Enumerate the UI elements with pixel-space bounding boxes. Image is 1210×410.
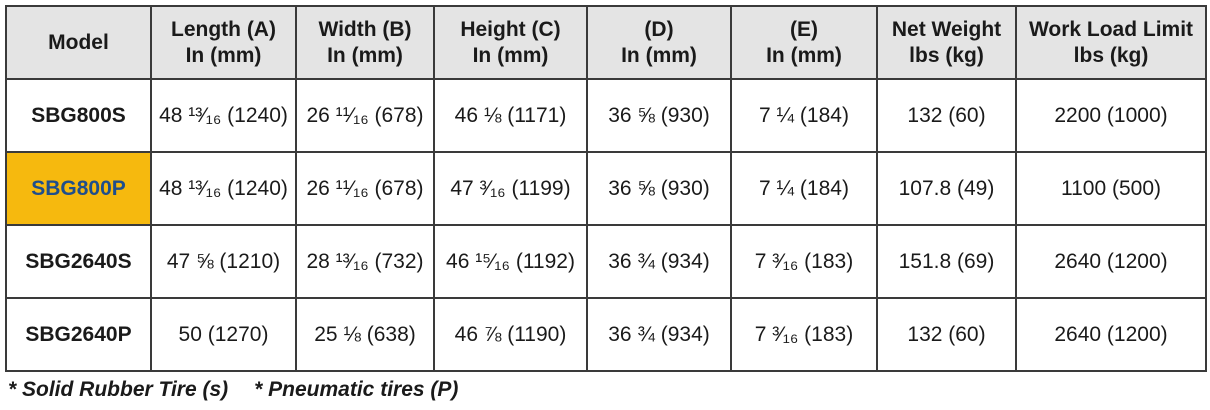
model-cell: SBG2640P bbox=[5, 297, 152, 372]
header-text: In (mm) bbox=[472, 43, 549, 67]
header-text: Width (B) bbox=[318, 17, 412, 41]
model-cell: SBG800P bbox=[5, 151, 152, 226]
spec-cell: 151.8 (69) bbox=[876, 224, 1017, 299]
footnote: * Pneumatic tires (P) bbox=[254, 378, 459, 401]
spec-cell: 132 (60) bbox=[876, 78, 1017, 153]
spec-cell: 2640 (1200) bbox=[1015, 224, 1207, 299]
spec-cell: 36 ¾ (934) bbox=[586, 224, 732, 299]
header-row: Model Length (A) In (mm) Width (B) In (mm) He… bbox=[5, 5, 1207, 80]
model-cell: SBG2640S bbox=[5, 224, 152, 299]
header-text: In (mm) bbox=[185, 43, 262, 67]
spec-cell: 48 ¹³⁄₁₆ (1240) bbox=[150, 151, 297, 226]
spec-cell: 47 ⅝ (1210) bbox=[150, 224, 297, 299]
spec-cell: 7 ³⁄₁₆ (183) bbox=[730, 224, 878, 299]
header-cell: Work Load Limit lbs (kg) bbox=[1015, 5, 1207, 80]
header-text: Model bbox=[48, 30, 109, 54]
table-row: SBG800S 48 ¹³⁄₁₆ (1240) 26 ¹¹⁄₁₆ (678) 46 ⅛… bbox=[5, 78, 1207, 153]
spec-cell: 2640 (1200) bbox=[1015, 297, 1207, 372]
spec-cell: 36 ⅝ (930) bbox=[586, 78, 732, 153]
spec-cell: 50 (1270) bbox=[150, 297, 297, 372]
header-text: (D) bbox=[644, 17, 674, 41]
header-cell: Length (A) In (mm) bbox=[150, 5, 297, 80]
header-text: In (mm) bbox=[621, 43, 697, 67]
header-cell: (D) In (mm) bbox=[586, 5, 732, 80]
header-text: (E) bbox=[790, 17, 818, 41]
spec-cell: 46 ⅞ (1190) bbox=[433, 297, 588, 372]
table-row: SBG800P 48 ¹³⁄₁₆ (1240) 26 ¹¹⁄₁₆ (678) 47 ³… bbox=[5, 151, 1207, 226]
spec-cell: 26 ¹¹⁄₁₆ (678) bbox=[295, 151, 435, 226]
spec-cell: 36 ⅝ (930) bbox=[586, 151, 732, 226]
table-body: SBG800S 48 ¹³⁄₁₆ (1240) 26 ¹¹⁄₁₆ (678) 46 ⅛… bbox=[5, 78, 1207, 372]
header-text: Length (A) bbox=[171, 17, 276, 41]
model-cell: SBG800S bbox=[5, 78, 152, 153]
header-text: Height (C) bbox=[460, 17, 561, 41]
header-text: In (mm) bbox=[327, 43, 403, 67]
spec-cell: 48 ¹³⁄₁₆ (1240) bbox=[150, 78, 297, 153]
spec-cell: 47 ³⁄₁₆ (1199) bbox=[433, 151, 588, 226]
footnote: * Solid Rubber Tire (s) bbox=[8, 378, 229, 401]
spec-cell: 28 ¹³⁄₁₆ (732) bbox=[295, 224, 435, 299]
header-text: lbs (kg) bbox=[909, 43, 984, 67]
header-cell: Width (B) In (mm) bbox=[295, 5, 435, 80]
header-text: Net Weight bbox=[891, 17, 1002, 41]
spec-cell: 132 (60) bbox=[876, 297, 1017, 372]
footnotes: * Solid Rubber Tire (s) * Pneumatic tires… bbox=[8, 378, 484, 402]
spec-cell: 107.8 (49) bbox=[876, 151, 1017, 226]
spec-cell: 7 ¼ (184) bbox=[730, 151, 878, 226]
spec-cell: 1100 (500) bbox=[1015, 151, 1207, 226]
header-text: Work Load Limit bbox=[1028, 17, 1194, 41]
spec-table: Model Length (A) In (mm) Width (B) In (mm) He… bbox=[5, 5, 1207, 372]
spec-cell: 2200 (1000) bbox=[1015, 78, 1207, 153]
spec-cell: 46 ⅛ (1171) bbox=[433, 78, 588, 153]
spec-cell: 25 ⅛ (638) bbox=[295, 297, 435, 372]
spec-cell: 26 ¹¹⁄₁₆ (678) bbox=[295, 78, 435, 153]
table-row: SBG2640S 47 ⅝ (1210) 28 ¹³⁄₁₆ (732) 46 ¹⁵⁄₁… bbox=[5, 224, 1207, 299]
table-row: SBG2640P 50 (1270) 25 ⅛ (638) 46 ⅞ (1190) 36… bbox=[5, 297, 1207, 372]
spec-cell: 7 ³⁄₁₆ (183) bbox=[730, 297, 878, 372]
spec-cell: 46 ¹⁵⁄₁₆ (1192) bbox=[433, 224, 588, 299]
header-cell: Model bbox=[5, 5, 152, 80]
header-text: lbs (kg) bbox=[1073, 43, 1149, 67]
header-text: In (mm) bbox=[766, 43, 842, 67]
spec-cell: 36 ¾ (934) bbox=[586, 297, 732, 372]
header-cell: Height (C) In (mm) bbox=[433, 5, 588, 80]
header-cell: Net Weight lbs (kg) bbox=[876, 5, 1017, 80]
spec-cell: 7 ¼ (184) bbox=[730, 78, 878, 153]
header-cell: (E) In (mm) bbox=[730, 5, 878, 80]
